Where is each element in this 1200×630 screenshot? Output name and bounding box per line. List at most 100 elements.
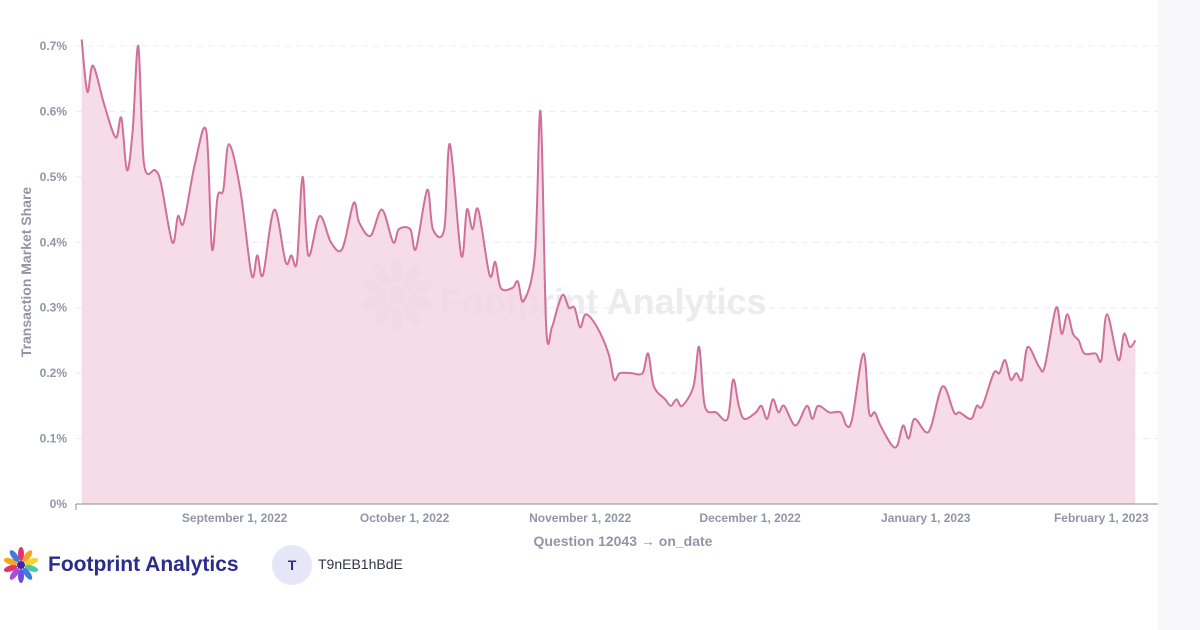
data-point[interactable]: [254, 252, 260, 258]
data-point[interactable]: [1059, 331, 1065, 337]
data-point[interactable]: [549, 324, 555, 330]
data-point[interactable]: [1002, 357, 1008, 363]
data-point[interactable]: [730, 377, 736, 383]
data-point[interactable]: [390, 239, 396, 245]
data-point[interactable]: [577, 324, 583, 330]
data-point[interactable]: [475, 207, 481, 213]
data-point[interactable]: [430, 226, 436, 232]
data-point[interactable]: [736, 403, 742, 409]
data-point[interactable]: [770, 396, 776, 402]
data-point[interactable]: [130, 128, 136, 134]
data-point[interactable]: [651, 383, 657, 389]
data-point[interactable]: [158, 180, 164, 186]
data-point[interactable]: [957, 409, 963, 415]
data-point[interactable]: [713, 409, 719, 415]
data-point[interactable]: [169, 239, 175, 245]
data-point[interactable]: [351, 200, 357, 206]
data-point[interactable]: [1070, 331, 1076, 337]
data-point[interactable]: [775, 409, 781, 415]
data-point[interactable]: [1008, 377, 1014, 383]
data-point[interactable]: [758, 403, 764, 409]
data-point[interactable]: [447, 141, 453, 147]
data-point[interactable]: [260, 272, 266, 278]
data-point[interactable]: [1019, 377, 1025, 383]
data-point[interactable]: [487, 272, 493, 278]
data-point[interactable]: [175, 213, 181, 219]
data-point[interactable]: [1064, 311, 1070, 317]
data-point[interactable]: [617, 370, 623, 376]
data-point[interactable]: [662, 396, 668, 402]
data-point[interactable]: [515, 279, 521, 285]
data-point[interactable]: [560, 292, 566, 298]
data-point[interactable]: [679, 403, 685, 409]
data-point[interactable]: [356, 220, 362, 226]
data-point[interactable]: [877, 422, 883, 428]
data-point[interactable]: [79, 36, 85, 42]
data-point[interactable]: [492, 259, 498, 265]
data-point[interactable]: [271, 207, 277, 213]
avatar[interactable]: T: [272, 545, 312, 585]
data-point[interactable]: [339, 246, 345, 252]
user-name[interactable]: T9nEB1hBdE: [318, 556, 403, 572]
data-point[interactable]: [781, 403, 787, 409]
data-point[interactable]: [555, 305, 561, 311]
data-point[interactable]: [639, 370, 645, 376]
data-point[interactable]: [690, 383, 696, 389]
data-point[interactable]: [1104, 311, 1110, 317]
data-point[interactable]: [118, 115, 124, 121]
data-point[interactable]: [396, 226, 402, 232]
data-point[interactable]: [441, 226, 447, 232]
data-point[interactable]: [849, 416, 855, 422]
data-point[interactable]: [594, 324, 600, 330]
data-point[interactable]: [572, 305, 578, 311]
data-point[interactable]: [1115, 357, 1121, 363]
data-point[interactable]: [249, 272, 255, 278]
x-axis-title[interactable]: Question 12043 → on_date: [534, 533, 713, 549]
data-point[interactable]: [113, 135, 119, 141]
data-point[interactable]: [702, 403, 708, 409]
data-point[interactable]: [1042, 364, 1048, 370]
data-point[interactable]: [543, 324, 549, 330]
data-point[interactable]: [606, 351, 612, 357]
data-point[interactable]: [940, 383, 946, 389]
data-point[interactable]: [192, 161, 198, 167]
data-point[interactable]: [226, 141, 232, 147]
data-point[interactable]: [968, 416, 974, 422]
data-point[interactable]: [141, 161, 147, 167]
data-point[interactable]: [583, 311, 589, 317]
data-point[interactable]: [124, 167, 130, 173]
data-point[interactable]: [815, 403, 821, 409]
data-point[interactable]: [673, 396, 679, 402]
data-point[interactable]: [1121, 331, 1127, 337]
data-point[interactable]: [407, 226, 413, 232]
data-point[interactable]: [424, 187, 430, 193]
data-point[interactable]: [951, 409, 957, 415]
data-point[interactable]: [979, 403, 985, 409]
data-point[interactable]: [928, 422, 934, 428]
data-point[interactable]: [906, 436, 912, 442]
data-point[interactable]: [538, 108, 544, 114]
data-point[interactable]: [521, 298, 527, 304]
data-point[interactable]: [181, 220, 187, 226]
data-point[interactable]: [843, 422, 849, 428]
data-point[interactable]: [294, 259, 300, 265]
data-point[interactable]: [464, 207, 470, 213]
data-point[interactable]: [804, 403, 810, 409]
data-point[interactable]: [84, 89, 90, 95]
data-point[interactable]: [696, 344, 702, 350]
data-point[interactable]: [1098, 357, 1104, 363]
data-point[interactable]: [1025, 344, 1031, 350]
data-point[interactable]: [809, 416, 815, 422]
data-point[interactable]: [1132, 337, 1138, 343]
data-point[interactable]: [724, 416, 730, 422]
data-point[interactable]: [305, 252, 311, 258]
data-point[interactable]: [872, 409, 878, 415]
data-point[interactable]: [566, 305, 572, 311]
data-point[interactable]: [996, 370, 1002, 376]
data-point[interactable]: [753, 409, 759, 415]
data-point[interactable]: [509, 285, 515, 291]
data-point[interactable]: [135, 43, 141, 49]
data-point[interactable]: [101, 102, 107, 108]
data-point[interactable]: [220, 187, 226, 193]
data-point[interactable]: [470, 226, 476, 232]
